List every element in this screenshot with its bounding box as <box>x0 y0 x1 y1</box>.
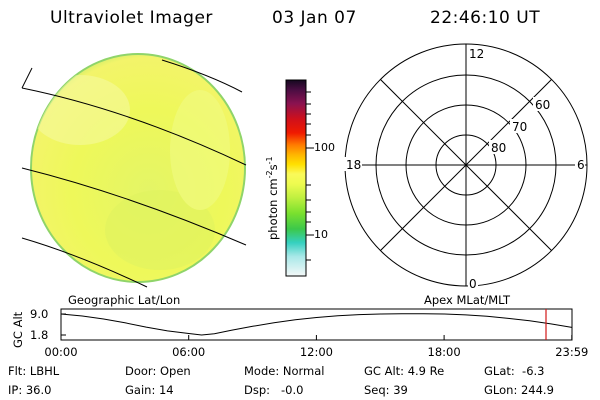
filter-readout: Flt: LBHL <box>8 364 60 378</box>
geographic-grid <box>21 59 247 288</box>
mlt-label-0: 0 <box>469 277 477 291</box>
mlt-label-6: 6 <box>577 158 585 172</box>
x-tick-1200: 12:00 <box>300 345 333 359</box>
observation-date: 03 Jan 07 <box>272 8 357 28</box>
instrument-title: Ultraviolet Imager <box>50 8 213 28</box>
colorbar-tick-100: 100 <box>314 141 335 154</box>
x-tick-0600: 06:00 <box>172 345 205 359</box>
gc-alt-axis-label: GC Alt <box>11 311 25 348</box>
y-tick-9: 9.0 <box>30 307 48 321</box>
geographic-caption: Geographic Lat/Lon <box>68 293 181 307</box>
glon-readout: GLon: 244.9 <box>484 383 554 397</box>
seq-readout: Seq: 39 <box>364 383 408 397</box>
dsp-readout: Dsp: -0.0 <box>244 383 304 397</box>
colorbar-tick-10: 10 <box>314 228 328 241</box>
glat-readout: GLat: -6.3 <box>484 364 545 378</box>
mlat-label-60: 60 <box>535 98 550 112</box>
gain-readout: Gain: 14 <box>125 383 174 397</box>
x-tick-1800: 18:00 <box>428 345 461 359</box>
colorbar-unit-label: photon cm-2s-1 <box>265 156 280 240</box>
observation-time: 22:46:10 UT <box>430 8 541 28</box>
x-tick-2359: 23:59 <box>555 345 588 359</box>
ip-readout: IP: 36.0 <box>8 383 52 397</box>
mlat-label-80: 80 <box>491 141 506 155</box>
mlt-label-12: 12 <box>469 47 484 61</box>
y-tick-1-8: 1.8 <box>30 328 48 342</box>
door-readout: Door: Open <box>125 364 191 378</box>
mlt-label-18: 18 <box>346 158 361 172</box>
mode-readout: Mode: Normal <box>244 364 325 378</box>
apex-caption: Apex MLat/MLT <box>424 293 511 307</box>
orbit-altitude-curve <box>60 313 572 336</box>
gc-alt-readout: GC Alt: 4.9 Re <box>364 364 445 378</box>
x-tick-0000: 00:00 <box>44 345 77 359</box>
mlat-label-70: 70 <box>512 120 527 134</box>
